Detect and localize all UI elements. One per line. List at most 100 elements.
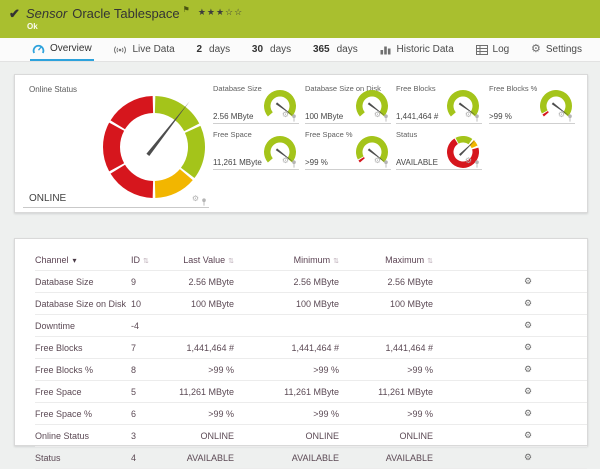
online-status-gauge-chart — [97, 90, 211, 204]
sort-icon — [140, 255, 149, 265]
status-check-icon: ✔ — [9, 6, 20, 21]
table-row[interactable]: Free Blocks % 8 >99 % >99 % >99 % — [35, 358, 587, 381]
pin-icon[interactable] — [474, 114, 480, 122]
gauge-icon — [32, 44, 45, 53]
gear-icon[interactable] — [374, 150, 381, 168]
gauge-title: Free Space — [213, 130, 252, 139]
pin-icon[interactable] — [567, 114, 573, 122]
cell-maximum: ONLINE — [339, 424, 433, 447]
channel-settings-gear-icon[interactable] — [524, 408, 532, 418]
cell-minimum: >99 % — [234, 358, 339, 381]
tab-365-days[interactable]: 365 days — [312, 44, 358, 55]
cell-id: 3 — [131, 424, 175, 447]
column-header-last-value[interactable]: Last Value — [175, 253, 234, 271]
pin-icon[interactable] — [291, 114, 297, 122]
gear-icon[interactable] — [282, 150, 289, 168]
gear-icon[interactable] — [282, 104, 289, 122]
column-header-channel[interactable]: Channel — [35, 253, 131, 271]
cell-channel: Database Size on Disk — [35, 292, 131, 315]
channel-settings-gear-icon[interactable] — [524, 320, 532, 330]
gear-icon[interactable] — [465, 104, 472, 122]
cell-maximum: AVAILABLE — [339, 446, 433, 469]
channel-settings-gear-icon[interactable] — [524, 342, 532, 352]
cell-last-value: >99 % — [175, 402, 234, 425]
gauge-tile: Free Space 11,261 MByte — [213, 129, 299, 170]
sensor-status-text: Ok — [27, 22, 38, 31]
cell-maximum: 1,441,464 # — [339, 336, 433, 359]
cell-last-value: 1,441,464 # — [175, 336, 234, 359]
column-header-maximum[interactable]: Maximum — [339, 253, 433, 271]
gauge-value: ONLINE — [29, 193, 67, 204]
pin-icon[interactable] — [383, 160, 389, 168]
gear-icon[interactable] — [374, 104, 381, 122]
cell-minimum: 1,441,464 # — [234, 336, 339, 359]
sort-icon — [225, 255, 234, 265]
table-row[interactable]: Database Size on Disk 10 100 MByte 100 MByt… — [35, 292, 587, 315]
cell-minimum: AVAILABLE — [234, 446, 339, 469]
pin-icon[interactable] — [201, 198, 207, 206]
sensor-kind-label: Sensor — [26, 6, 68, 21]
cell-maximum: >99 % — [339, 358, 433, 381]
pin-icon[interactable] — [383, 114, 389, 122]
cell-id: 5 — [131, 380, 175, 403]
cell-channel: Free Blocks — [35, 336, 131, 359]
cell-channel: Free Space % — [35, 402, 131, 425]
gear-icon[interactable] — [558, 104, 565, 122]
channel-settings-gear-icon[interactable] — [524, 430, 532, 440]
pin-icon[interactable] — [291, 160, 297, 168]
cell-id: 10 — [131, 292, 175, 315]
table-row[interactable]: Downtime -4 — [35, 314, 587, 337]
tab-log[interactable]: Log — [474, 38, 512, 61]
pin-icon[interactable] — [474, 160, 480, 168]
gauge-tile: Free Space % >99 % — [305, 129, 391, 170]
gauge-value: 2.56 MByte — [213, 112, 254, 121]
cell-channel: Free Blocks % — [35, 358, 131, 381]
cell-minimum: 100 MByte — [234, 292, 339, 315]
tab-2-days[interactable]: 2 days — [196, 44, 231, 55]
cell-channel: Downtime — [35, 314, 131, 337]
cell-maximum: 100 MByte — [339, 292, 433, 315]
gauge-tile-online-status: Online Status ONLINE — [23, 83, 209, 208]
flag-icon[interactable]: ⚑ — [182, 5, 190, 14]
sort-icon — [330, 255, 339, 265]
channel-settings-gear-icon[interactable] — [524, 452, 532, 462]
gauge-value: 100 MByte — [305, 112, 344, 121]
table-row[interactable]: Free Blocks 7 1,441,464 #1,441,464 #1,441,… — [35, 336, 587, 359]
priority-stars[interactable]: ★★★☆☆ — [197, 7, 244, 17]
cell-id: 7 — [131, 336, 175, 359]
tab-live-data[interactable]: Live Data — [111, 38, 176, 61]
cell-maximum — [339, 314, 433, 337]
sensor-name: Oracle Tablespace — [72, 6, 180, 21]
settings-gear-icon: ⚙ — [530, 43, 541, 55]
channel-settings-gear-icon[interactable] — [524, 386, 532, 396]
tab-settings[interactable]: ⚙ Settings — [530, 43, 582, 56]
tab-overview[interactable]: Overview — [30, 38, 94, 61]
gauge-tile: Database Size on Disk 100 MByte — [305, 83, 391, 124]
cell-last-value: AVAILABLE — [175, 446, 234, 469]
table-row[interactable]: Database Size 9 2.56 MByte 2.56 MByte 2.56 M… — [35, 270, 587, 293]
channel-settings-gear-icon[interactable] — [524, 276, 532, 286]
table-header-row: Channel ID Last Value Minimum Maximum — [35, 253, 587, 271]
table-row[interactable]: Free Space 5 11,261 MByte 11,261 MByte 11,26… — [35, 380, 587, 403]
table-row[interactable]: Online Status 3 ONLINE ONLINE ONLINE — [35, 424, 587, 447]
channel-settings-gear-icon[interactable] — [524, 364, 532, 374]
table-row[interactable]: Status 4 AVAILABLE AVAILABLE AVAILABLE — [35, 446, 587, 469]
gauge-title: Free Space % — [305, 130, 353, 139]
cell-last-value: >99 % — [175, 358, 234, 381]
cell-last-value — [175, 314, 234, 337]
log-icon — [475, 44, 488, 55]
sensor-title-bar: ✔ Sensor Oracle Tablespace ⚑ ★★★☆☆ Ok — [0, 0, 600, 38]
gauge-tile: Status AVAILABLE — [396, 129, 482, 170]
overview-gauges-panel: Online Status ONLINE Database Size 2.56 M… — [14, 74, 588, 213]
gear-icon[interactable] — [192, 188, 199, 206]
channels-table: Channel ID Last Value Minimum Maximum Da… — [35, 253, 587, 469]
tab-30-days[interactable]: 30 days — [251, 44, 292, 55]
gear-icon[interactable] — [465, 150, 472, 168]
tab-historic-data[interactable]: Historic Data — [378, 38, 456, 61]
column-header-id[interactable]: ID — [131, 253, 175, 271]
channel-settings-gear-icon[interactable] — [524, 298, 532, 308]
table-row[interactable]: Free Space % 6 >99 % >99 % >99 % — [35, 402, 587, 425]
tab-bar: Overview Live Data 2 days 30 days 365 da… — [0, 38, 600, 62]
cell-channel: Free Space — [35, 380, 131, 403]
column-header-minimum[interactable]: Minimum — [234, 253, 339, 271]
